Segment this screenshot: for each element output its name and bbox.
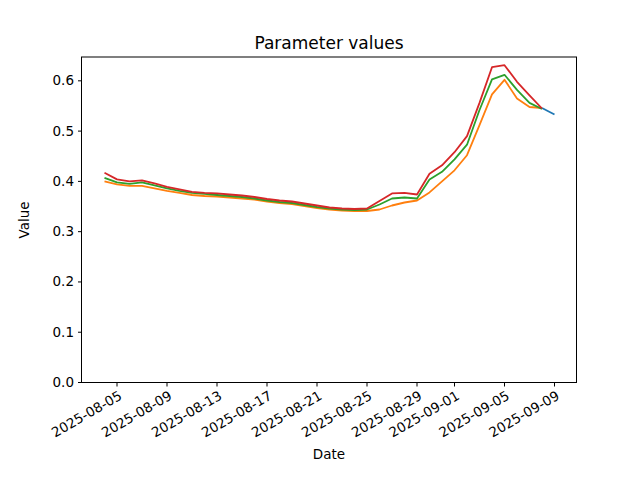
x-axis-label: Date [313, 446, 345, 462]
plot-border [82, 57, 577, 383]
series-lines [105, 65, 555, 211]
y-tick-label: 0.1 [53, 324, 74, 340]
line-chart: 0.0 0.1 0.2 0.3 0.4 0.5 0.6 2025-08-052025-08-… [0, 0, 640, 480]
y-axis-ticks: 0.0 0.1 0.2 0.3 0.4 0.5 0.6 [53, 72, 82, 390]
y-tick-label: 0.5 [53, 123, 74, 139]
series-line-green [105, 75, 543, 210]
y-tick-label: 0.2 [53, 273, 74, 289]
series-line-red [105, 65, 543, 209]
figure-canvas: 0.0 0.1 0.2 0.3 0.4 0.5 0.6 2025-08-052025-08-… [0, 0, 640, 480]
y-tick-label: 0.3 [53, 223, 74, 239]
series-line-blue [542, 108, 555, 115]
y-tick-label: 0.6 [53, 72, 74, 88]
y-tick-label: 0.0 [53, 374, 74, 390]
x-axis-ticks: 2025-08-052025-08-092025-08-132025-08-17… [49, 383, 562, 441]
y-axis-label: Value [16, 201, 32, 238]
chart-title: Parameter values [254, 33, 403, 53]
y-tick-label: 0.4 [53, 173, 74, 189]
series-line-orange [105, 80, 543, 211]
